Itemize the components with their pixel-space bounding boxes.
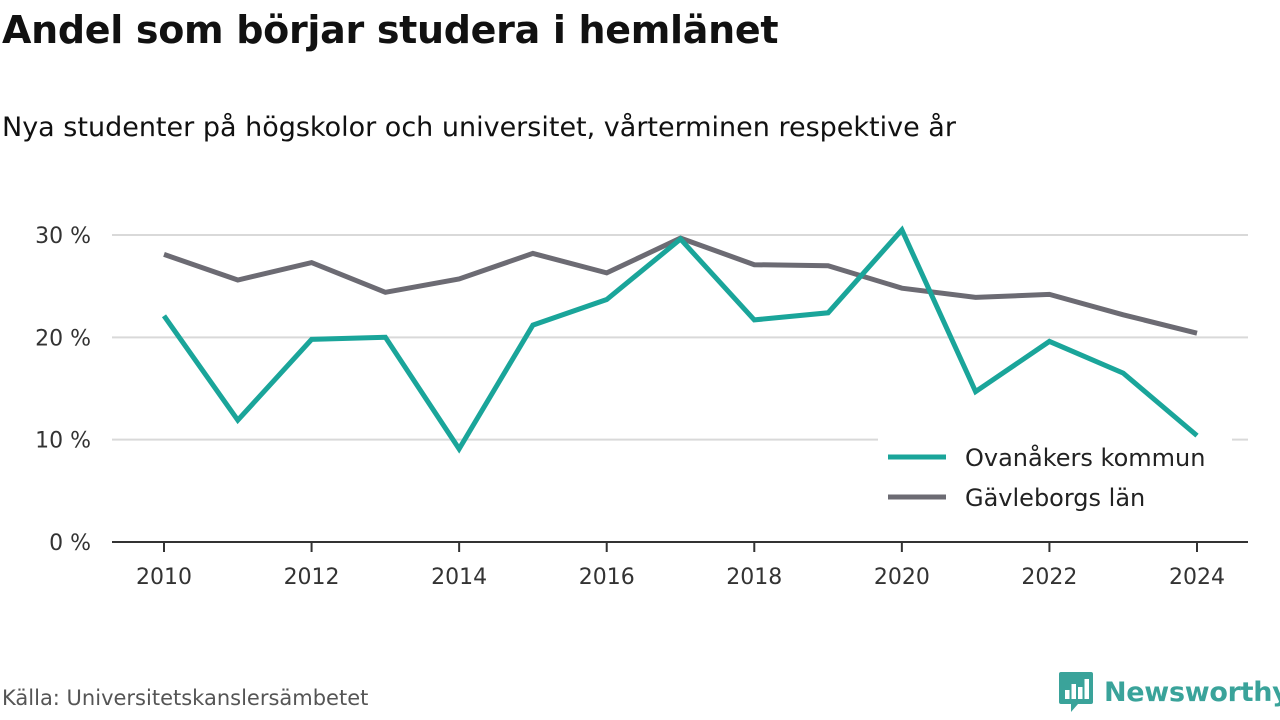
chart-subtitle: Nya studenter på högskolor och universit… xyxy=(2,112,956,143)
bar-chart-icon xyxy=(1059,672,1093,712)
x-tick-label: 2018 xyxy=(726,565,782,590)
x-tick-label: 2012 xyxy=(284,565,340,590)
x-tick-label: 2010 xyxy=(136,565,192,590)
x-tick-label: 2014 xyxy=(431,565,487,590)
series-line-ovanakers-kommun xyxy=(161,225,1199,454)
legend-background xyxy=(878,438,1232,524)
legend-label-ovanakers-kommun: Ovanåkers kommun xyxy=(965,443,1205,472)
legend-label-gavleborgs-lan: Gävleborgs län xyxy=(965,484,1145,512)
y-tick-label: 10 % xyxy=(35,429,91,454)
brand-name: Newsworthy xyxy=(1104,676,1280,708)
y-tick-label: 20 % xyxy=(35,326,91,351)
x-tick-label: 2022 xyxy=(1021,565,1077,590)
x-axis: 2010 2012 2014 2016 2018 2020 2022 2024 xyxy=(112,541,1248,590)
y-tick-label: 0 % xyxy=(49,531,91,556)
series-lines xyxy=(161,225,1199,454)
y-axis-labels: 0 % 10 % 20 % 30 % xyxy=(35,224,91,556)
chart-title: Andel som börjar studera i hemlänet xyxy=(2,8,779,52)
newsworthy-logo: Newsworthy xyxy=(1058,670,1280,714)
x-tick-label: 2016 xyxy=(579,565,635,590)
x-tick-label: 2024 xyxy=(1169,565,1225,590)
gridlines xyxy=(112,234,1248,441)
legend: Ovanåkers kommun Gävleborgs län xyxy=(878,438,1232,524)
source-note: Källa: Universitetskanslersämbetet xyxy=(2,686,369,710)
line-chart: 0 % 10 % 20 % 30 % 2010 2012 2014 2016 2018 2020… xyxy=(35,224,1248,590)
series-line-gavleborgs-lan xyxy=(163,235,1198,336)
x-tick-label: 2020 xyxy=(874,565,930,590)
y-tick-label: 30 % xyxy=(35,224,91,249)
